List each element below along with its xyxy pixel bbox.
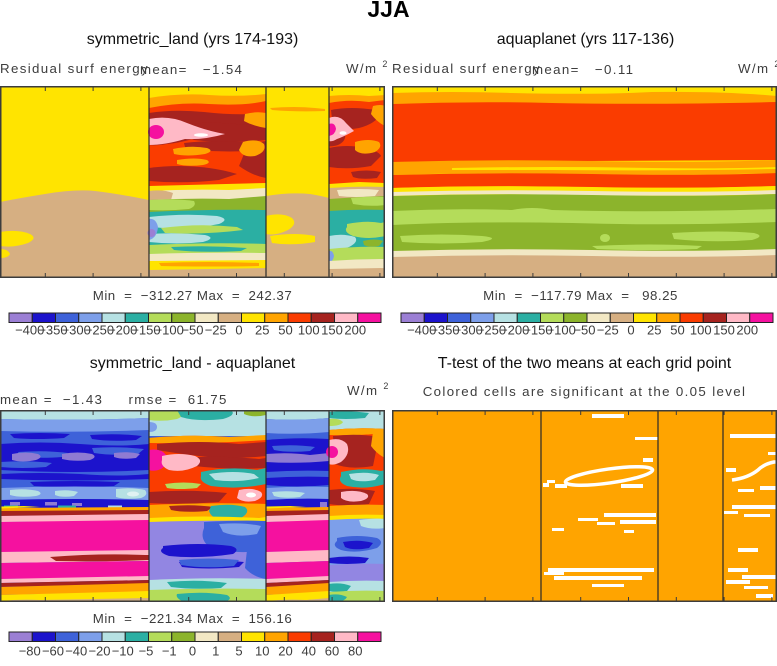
svg-text:0: 0 [235, 323, 242, 338]
svg-text:−25: −25 [205, 323, 227, 338]
svg-text:−1: −1 [162, 644, 177, 659]
svg-text:−350: −350 [38, 323, 67, 338]
svg-text:−400: −400 [15, 323, 44, 338]
svg-text:−200: −200 [500, 323, 529, 338]
svg-text:−250: −250 [85, 323, 114, 338]
svg-text:25: 25 [255, 323, 269, 338]
svg-text:−25: −25 [597, 323, 619, 338]
svg-text:−80: −80 [19, 644, 41, 659]
svg-text:−150: −150 [131, 323, 160, 338]
svg-text:150: 150 [321, 323, 343, 338]
svg-text:40: 40 [302, 644, 316, 659]
svg-text:−5: −5 [139, 644, 154, 659]
svg-text:−300: −300 [454, 323, 483, 338]
svg-text:200: 200 [736, 323, 758, 338]
svg-text:50: 50 [278, 323, 292, 338]
svg-text:200: 200 [344, 323, 366, 338]
svg-text:0: 0 [189, 644, 196, 659]
svg-text:10: 10 [255, 644, 269, 659]
svg-text:−150: −150 [523, 323, 552, 338]
svg-text:60: 60 [325, 644, 339, 659]
svg-text:0: 0 [627, 323, 634, 338]
svg-text:−50: −50 [573, 323, 595, 338]
svg-text:20: 20 [278, 644, 292, 659]
svg-text:−20: −20 [88, 644, 110, 659]
svg-text:−300: −300 [62, 323, 91, 338]
svg-text:100: 100 [298, 323, 320, 338]
svg-text:100: 100 [690, 323, 712, 338]
svg-text:150: 150 [713, 323, 735, 338]
svg-text:−200: −200 [108, 323, 137, 338]
svg-text:−50: −50 [181, 323, 203, 338]
svg-text:−250: −250 [477, 323, 506, 338]
svg-text:−400: −400 [407, 323, 436, 338]
svg-text:−10: −10 [112, 644, 134, 659]
svg-text:50: 50 [670, 323, 684, 338]
svg-text:5: 5 [235, 644, 242, 659]
svg-text:−350: −350 [430, 323, 459, 338]
svg-text:−100: −100 [547, 323, 576, 338]
svg-text:−40: −40 [65, 644, 87, 659]
svg-text:25: 25 [647, 323, 661, 338]
svg-text:80: 80 [348, 644, 362, 659]
svg-text:−60: −60 [42, 644, 64, 659]
svg-text:1: 1 [212, 644, 219, 659]
svg-text:−100: −100 [155, 323, 184, 338]
